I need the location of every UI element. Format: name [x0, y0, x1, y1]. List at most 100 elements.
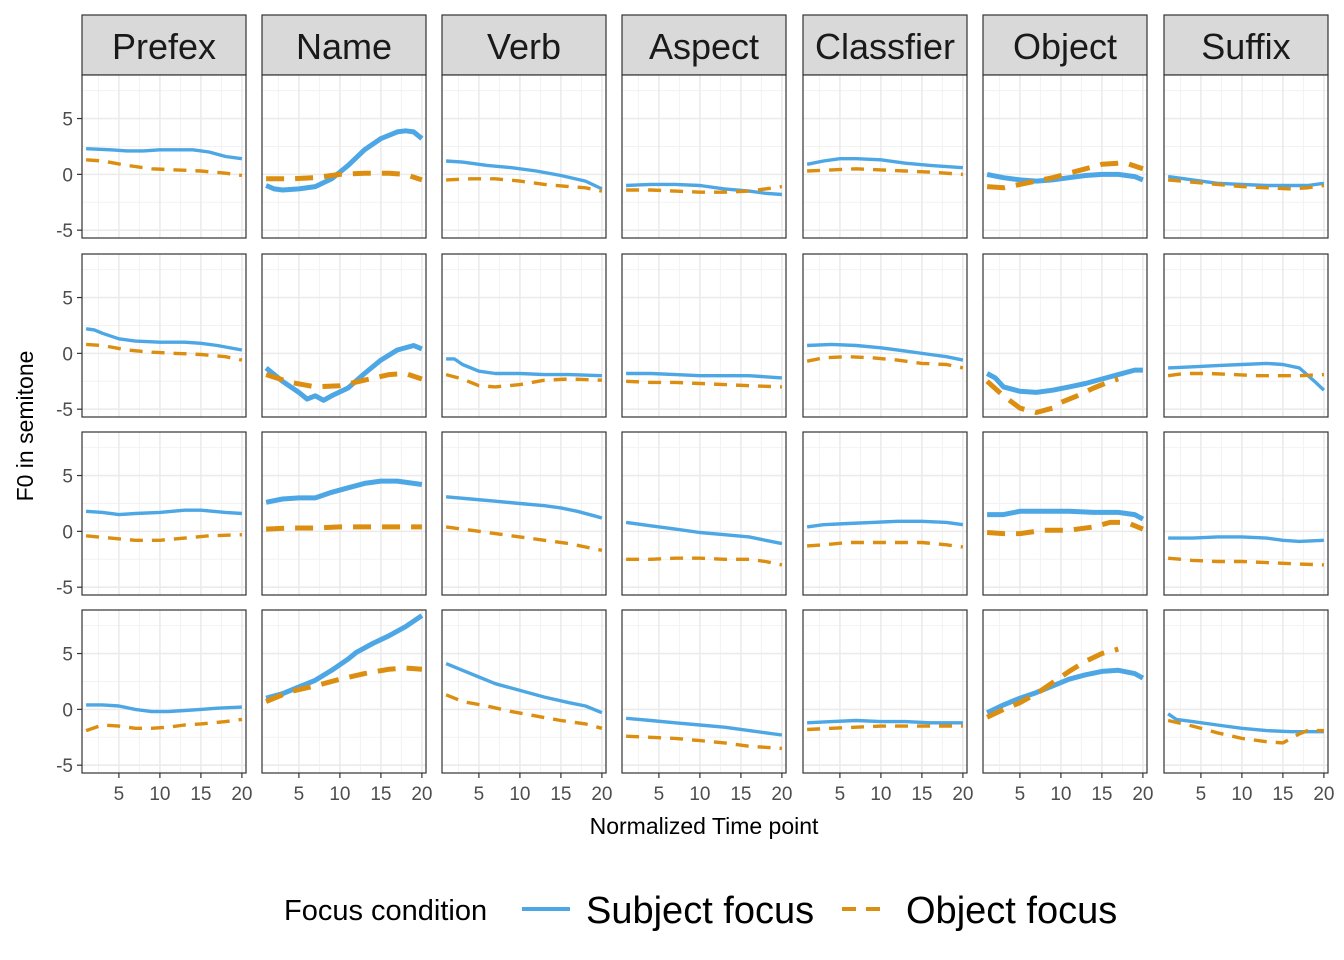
panel-r4-prefex — [81, 609, 247, 774]
panel-r4-prefex-border — [81, 609, 247, 774]
y-tick-label: 0 — [62, 522, 73, 543]
facet-label-classfier: Classfier — [815, 26, 955, 67]
facet-strip-prefex — [81, 14, 247, 76]
panel-r2-verb — [441, 253, 607, 418]
x-tick-label: 10 — [689, 784, 710, 805]
panel-r4-verb-subject-focus-line — [445, 662, 603, 715]
panel-r1-aspect — [621, 74, 787, 239]
x-tick-label: 15 — [1272, 784, 1293, 805]
panel-r2-prefex-subject-focus-line — [85, 327, 243, 352]
x-tick-label: 20 — [591, 784, 612, 805]
panel-r2-name — [261, 253, 427, 418]
panel-r1-suffix-grid — [1164, 75, 1328, 238]
y-tick-label: -5 — [56, 400, 73, 421]
panel-r2-object-object-focus-line — [985, 376, 1119, 415]
panel-r3-verb-background — [442, 432, 606, 595]
legend-label-object-focus: Object focus — [906, 890, 1117, 932]
panel-r1-object-background — [983, 75, 1147, 238]
y-tick-label: 5 — [62, 289, 73, 310]
panel-r4-classfier-grid — [803, 610, 967, 773]
panel-r4-suffix — [1163, 609, 1329, 774]
panel-r4-classfier — [802, 609, 968, 774]
panel-r1-classfier-border — [802, 74, 968, 239]
panel-r2-classfier-background — [803, 254, 967, 417]
panel-r4-name-object-focus-line — [265, 665, 423, 704]
panel-r2-aspect — [621, 253, 787, 418]
facet-strip-classfier — [802, 14, 968, 76]
panel-r3-verb-border — [441, 431, 607, 596]
panel-r1-suffix-background — [1164, 75, 1328, 238]
facet-strip-name — [261, 14, 427, 76]
x-tick-label: 5 — [835, 784, 846, 805]
panel-r1-verb-background — [442, 75, 606, 238]
panel-r3-verb-object-focus-line — [445, 525, 603, 552]
panel-r1-classfier-object-focus-line — [807, 167, 964, 177]
panel-r3-classfier-object-focus-line — [806, 540, 964, 549]
panel-r1-name-background — [262, 75, 426, 238]
panel-r1-name-subject-focus-line — [265, 128, 424, 193]
x-tick-label: 20 — [231, 784, 252, 805]
facet-strips: Prefex Name Verb Aspect Classfier Object Suffi… — [81, 14, 1329, 76]
panel-r3-suffix-background — [1164, 432, 1328, 595]
panel-r3-aspect-border — [621, 431, 787, 596]
x-tick-label: 5 — [1196, 784, 1207, 805]
panel-r2-classfier-grid — [803, 254, 967, 417]
panel-r2-suffix-object-focus-line — [1167, 371, 1324, 378]
panel-r4-prefex-subject-focus-line — [86, 703, 242, 714]
panel-r1-prefex-subject-focus-line — [86, 147, 243, 161]
panel-r1-suffix-subject-focus-line — [1167, 174, 1325, 188]
panel-r3-object-border — [982, 431, 1148, 596]
panel-r3-name-subject-focus-line — [265, 478, 423, 505]
x-tick-label: 15 — [190, 784, 211, 805]
panel-r2-prefex — [81, 253, 247, 418]
panel-r4-object-subject-focus-line — [986, 667, 1145, 715]
y-axis-title: F0 in semitone — [12, 351, 38, 502]
x-tick-label: 15 — [730, 784, 751, 805]
panel-r4-classfier-subject-focus-line — [807, 718, 963, 725]
facet-label-prefex: Prefex — [112, 26, 216, 67]
panel-r4-aspect-object-focus-line — [626, 734, 783, 751]
panel-r1-name-grid — [262, 75, 426, 238]
y-tick-label: 0 — [62, 700, 73, 721]
x-tick-label: 10 — [1231, 784, 1252, 805]
panel-r2-name-grid — [262, 254, 426, 417]
panel-r3-prefex-object-focus-line — [85, 533, 242, 542]
panel-r2-aspect-object-focus-line — [626, 379, 782, 389]
panel-r3-name — [261, 431, 427, 596]
panel-r2-suffix-border — [1163, 253, 1329, 418]
panel-r1-suffix — [1163, 74, 1329, 239]
panel-r3-suffix-grid — [1164, 432, 1328, 595]
panel-r4-name-grid — [262, 610, 426, 773]
panel-r3-verb-subject-focus-line — [445, 495, 603, 520]
panel-r2-aspect-grid — [622, 254, 786, 417]
panel-r2-classfier — [802, 253, 968, 418]
panel-r1-prefex-border — [81, 74, 247, 239]
panel-r1-verb-subject-focus-line — [445, 159, 603, 191]
panel-r3-classfier-background — [803, 432, 967, 595]
panel-r3-prefex-subject-focus-line — [85, 508, 243, 517]
panel-r1-aspect-background — [622, 75, 786, 238]
panel-r1-object-border — [982, 74, 1148, 239]
panel-r1-aspect-subject-focus-line — [626, 182, 783, 197]
y-tick-label: -5 — [56, 221, 73, 242]
panel-r3-prefex — [81, 431, 247, 596]
panel-r3-name-background — [262, 432, 426, 595]
panel-r1-prefex-background — [82, 75, 246, 238]
x-tick-label: 5 — [1015, 784, 1026, 805]
panel-r4-aspect — [621, 609, 787, 774]
panel-r4-suffix-object-focus-line — [1167, 718, 1324, 745]
facet-strip-verb — [441, 14, 607, 76]
panel-r2-suffix-background — [1164, 254, 1328, 417]
panel-r1-prefex — [81, 74, 247, 239]
panel-r1-verb — [441, 74, 607, 239]
x-axis-title: Normalized Time point — [590, 813, 819, 839]
panel-r1-classfier-grid — [803, 75, 967, 238]
x-tick-label: 10 — [329, 784, 350, 805]
x-tick-label: 20 — [411, 784, 432, 805]
y-tick-label: 5 — [62, 110, 73, 131]
panel-r4-suffix-grid — [1164, 610, 1328, 773]
panel-r1-classfier-background — [803, 75, 967, 238]
panel-r4-name-border — [261, 609, 427, 774]
x-tick-label: 20 — [771, 784, 792, 805]
